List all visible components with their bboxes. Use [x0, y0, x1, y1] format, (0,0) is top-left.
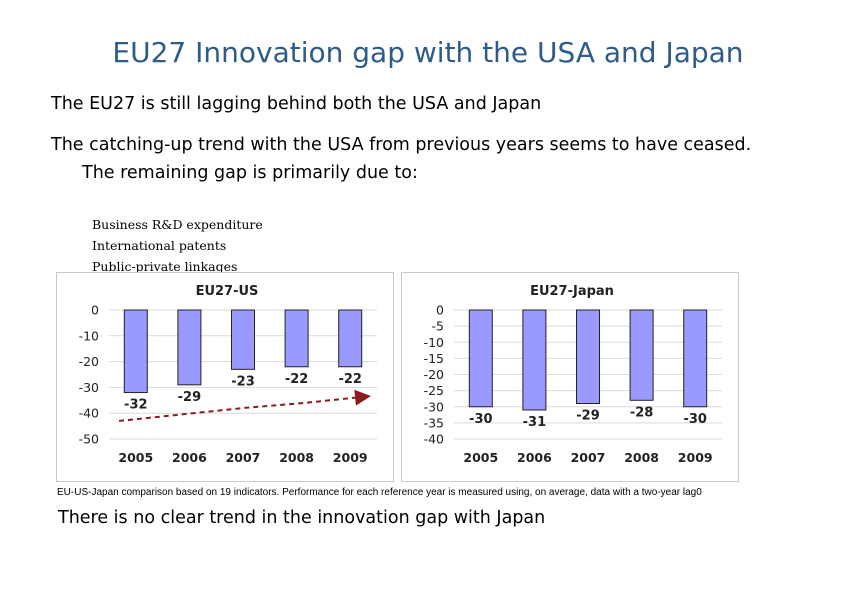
slide-title: EU27 Innovation gap with the USA and Jap…	[112, 36, 744, 69]
eu27-japan-y-tick-label: -40	[424, 432, 444, 447]
eu27-japan-bar-2009	[683, 309, 708, 408]
eu27-us-bar-2005	[123, 309, 148, 394]
eu27-japan-x-tick-label: 2007	[571, 450, 606, 465]
eu27-japan-bar-2007	[576, 309, 600, 405]
eu27-us-title: EU27-US	[196, 284, 259, 299]
eu27-us-x-tick-label: 2005	[118, 450, 153, 465]
gap-cause-item: International patents	[92, 238, 227, 253]
eu27-us-x-tick-label: 2006	[172, 450, 207, 465]
eu27-us-data-label: -29	[178, 390, 202, 405]
eu27-us-y-tick-label: -40	[79, 406, 99, 421]
eu27-japan-y-tick-label: -10	[424, 335, 444, 350]
paragraph-catching-up-line1: The catching-up trend with the USA from …	[51, 135, 752, 155]
gap-cause-item: Public-private linkages	[92, 259, 238, 274]
eu27-japan-bar-2006	[522, 309, 547, 411]
eu27-japan-title: EU27-Japan	[530, 284, 614, 299]
chart-eu27-japan-svg: EU27-Japan0-5-10-15-20-25-30-35-40-30200…	[424, 284, 722, 465]
eu27-us-data-label: -22	[338, 372, 362, 387]
eu27-japan-y-tick-label: -25	[424, 383, 444, 398]
eu27-us-y-tick-label: -20	[79, 354, 99, 369]
eu27-us-x-tick-label: 2007	[226, 450, 261, 465]
eu27-us-bar-2008	[284, 309, 309, 368]
eu27-japan-x-tick-label: 2008	[624, 450, 659, 465]
eu27-japan-x-tick-label: 2005	[463, 450, 498, 465]
eu27-japan-bar-2005	[468, 309, 493, 408]
gap-cause-item: Business R&D expenditure	[92, 217, 263, 232]
eu27-us-x-tick-label: 2008	[279, 450, 314, 465]
eu27-us-bar-2006	[177, 309, 202, 386]
eu27-japan-x-tick-label: 2009	[678, 450, 713, 465]
paragraph-lagging: The EU27 is still lagging behind both th…	[51, 94, 542, 114]
gap-causes-list: Business R&D expenditure International p…	[92, 216, 263, 279]
eu27-us-data-label: -32	[124, 398, 148, 413]
eu27-japan-data-label: -31	[523, 415, 547, 430]
eu27-japan-bar-2008	[629, 309, 654, 401]
eu27-us-data-label: -22	[285, 372, 309, 387]
eu27-japan-data-label: -30	[683, 412, 707, 427]
chart-eu27-us-svg: EU27-US 0 -10 -20 -30 -40 -50 -32 2005 -29 2006 -23…	[79, 284, 377, 465]
eu27-us-bar-2009	[338, 309, 363, 368]
eu27-japan-data-label: -29	[576, 409, 600, 424]
eu27-us-x-tick-label: 2009	[333, 450, 368, 465]
eu27-japan-data-label: -30	[469, 412, 493, 427]
eu27-us-y-tick-label: -10	[79, 328, 99, 343]
eu27-us-y-tick-label: -50	[79, 432, 99, 447]
paragraph-catching-up-line2: The remaining gap is primarily due to:	[82, 163, 418, 183]
chart-caption: EU-US-Japan comparison based on 19 indic…	[57, 487, 702, 498]
eu27-us-y-tick-label: -30	[79, 380, 99, 395]
eu27-japan-y-tick-label: -20	[424, 367, 444, 382]
chart-eu27-japan: EU27-Japan 0 -5 -10 -15 -20 -25 -30 -35 -40 -30 200…	[401, 272, 739, 482]
eu27-us-data-label: -23	[231, 374, 255, 389]
eu27-japan-data-label: -28	[630, 405, 654, 420]
eu27-japan-y-tick-label: -15	[424, 351, 444, 366]
eu27-us-y-tick-label: 0	[91, 303, 99, 318]
eu27-japan-x-tick-label: 2006	[517, 450, 552, 465]
eu27-japan-y-tick-label: -35	[424, 415, 444, 430]
chart-eu27-us: EU27-US 0 -10 -20 -30 -40 -50 -32 2005 -29 2006 -23…	[56, 272, 394, 482]
footer-text: There is no clear trend in the innovatio…	[58, 508, 546, 528]
eu27-japan-y-tick-label: 0	[436, 303, 444, 318]
paragraph-catching-up: The catching-up trend with the USA from …	[51, 131, 831, 187]
eu27-us-trend-line	[118, 389, 371, 422]
eu27-us-bar-2007	[231, 309, 255, 370]
eu27-japan-y-tick-label: -5	[432, 319, 444, 334]
eu27-japan-y-tick-label: -30	[424, 399, 444, 414]
